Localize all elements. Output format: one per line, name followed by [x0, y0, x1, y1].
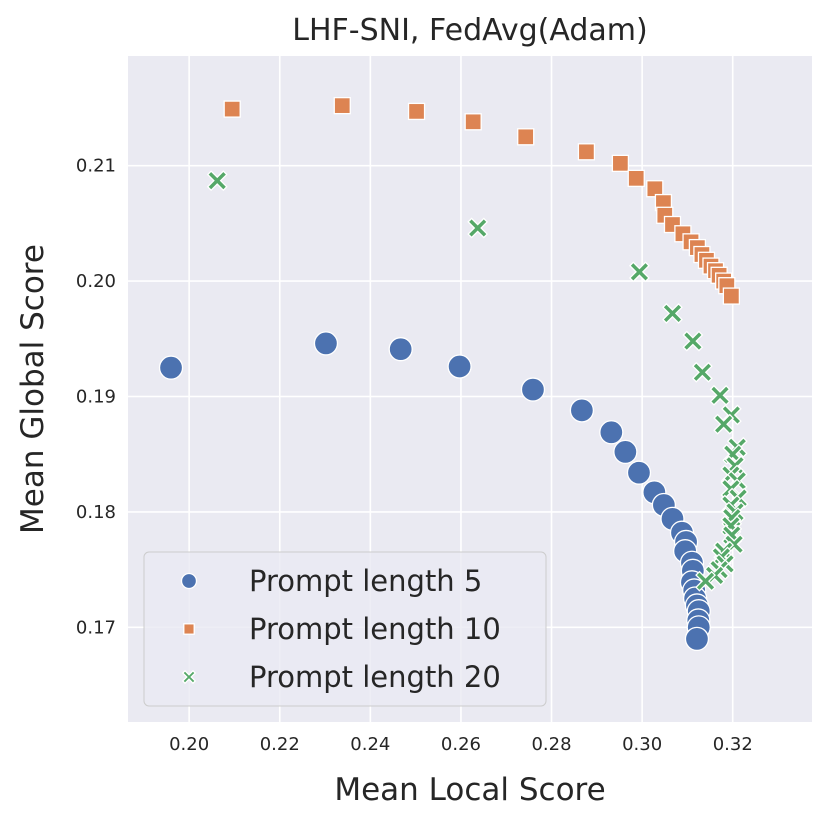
x-tick-label: 0.30	[622, 734, 662, 755]
data-point	[662, 302, 683, 324]
data-point	[333, 96, 351, 115]
x-tick-label: 0.32	[713, 734, 753, 755]
data-point	[709, 384, 731, 406]
data-point	[713, 413, 735, 435]
x-tick-label: 0.26	[441, 734, 481, 755]
legend-marker	[183, 623, 195, 635]
data-point	[464, 113, 482, 131]
data-point	[613, 439, 638, 465]
x-axis-label: Mean Local Score	[334, 772, 605, 808]
data-point	[569, 398, 595, 423]
legend: Prompt length 5 Prompt length 10 Prompt le…	[143, 551, 547, 707]
series-square	[223, 96, 741, 305]
y-tick-label: 0.18	[76, 502, 116, 523]
legend-label: Prompt length 5	[249, 564, 482, 598]
legend-label: Prompt length 20	[249, 660, 501, 694]
data-point	[388, 337, 413, 362]
data-point	[158, 355, 184, 380]
legend-marker	[181, 669, 197, 685]
data-point	[407, 102, 426, 121]
data-point	[691, 361, 713, 383]
chart-title: LHF-SNI, FedAvg(Adam)	[292, 13, 648, 48]
data-point	[627, 169, 645, 188]
y-tick-labels: 0.17 0.18 0.19 0.20 0.21	[76, 156, 116, 639]
data-point	[517, 128, 535, 146]
data-point	[684, 626, 710, 652]
x-tick-label: 0.24	[350, 734, 390, 755]
x-tick-labels: 0.20 0.22 0.24 0.26 0.28 0.30 0.32	[169, 734, 753, 755]
data-point	[695, 570, 716, 592]
data-point	[206, 170, 228, 192]
data-point	[447, 354, 472, 379]
data-point	[577, 143, 596, 161]
data-point	[611, 154, 630, 172]
data-point	[599, 420, 624, 445]
x-tick-label: 0.28	[531, 734, 571, 755]
data-point	[626, 460, 652, 485]
data-points	[158, 96, 749, 652]
data-point	[223, 100, 241, 118]
data-point	[467, 217, 489, 239]
data-point	[313, 331, 339, 356]
x-tick-label: 0.20	[169, 734, 209, 755]
y-axis-label: Mean Global Score	[15, 244, 51, 534]
series-circle	[158, 331, 711, 652]
x-tick-label: 0.22	[260, 734, 300, 755]
data-point	[682, 330, 704, 352]
y-tick-label: 0.17	[76, 617, 116, 638]
series-x	[206, 170, 749, 592]
data-point	[520, 377, 546, 402]
y-tick-label: 0.19	[76, 387, 116, 408]
data-point	[722, 287, 741, 305]
y-tick-label: 0.20	[76, 271, 116, 292]
legend-label: Prompt length 10	[249, 612, 501, 646]
legend-marker	[180, 572, 198, 590]
data-point	[628, 261, 650, 283]
legend-box	[143, 551, 547, 707]
y-tick-label: 0.21	[76, 156, 116, 177]
